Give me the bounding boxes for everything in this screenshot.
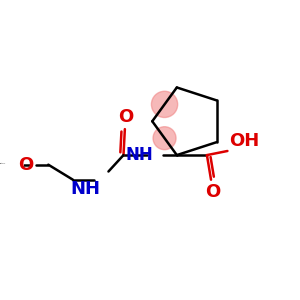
Text: NH: NH <box>70 180 100 198</box>
Circle shape <box>153 127 176 150</box>
Text: O: O <box>205 183 220 201</box>
Text: O: O <box>18 156 33 174</box>
Circle shape <box>152 91 178 118</box>
Text: methoxy: methoxy <box>7 164 14 165</box>
Text: O: O <box>118 108 133 126</box>
Text: NH: NH <box>126 146 154 164</box>
Text: methoxy: methoxy <box>0 163 6 164</box>
Text: OH: OH <box>229 132 259 150</box>
